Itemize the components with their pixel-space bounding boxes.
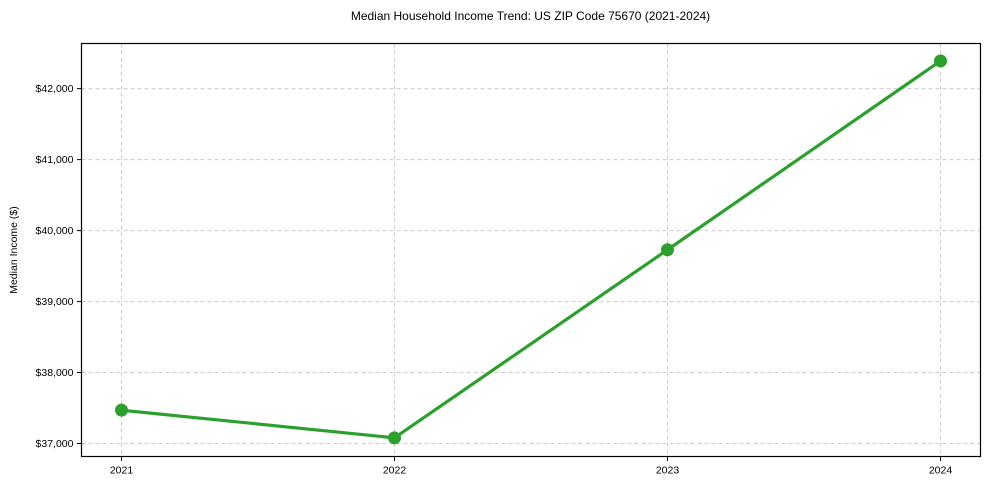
y-tick-label: $41,000 xyxy=(36,154,74,166)
y-tick-label: $40,000 xyxy=(36,225,74,237)
plot-border xyxy=(80,42,982,458)
data-point-2023 xyxy=(661,243,674,257)
data-point-2021 xyxy=(115,403,128,417)
data-point-2024 xyxy=(934,54,947,68)
y-tick-label: $37,000 xyxy=(36,438,74,450)
x-tick-label: 2022 xyxy=(383,465,407,477)
x-tick-label: 2021 xyxy=(110,465,134,477)
y-tick-label: $39,000 xyxy=(36,296,74,308)
y-axis-label: Median Income ($) xyxy=(8,206,20,294)
x-tick-label: 2024 xyxy=(929,465,953,477)
data-point-2022 xyxy=(388,431,401,445)
trend-line xyxy=(119,59,943,440)
y-tick-label: $42,000 xyxy=(36,83,74,95)
chart-title: Median Household Income Trend: US ZIP Co… xyxy=(350,9,711,23)
x-tick-label: 2023 xyxy=(656,465,680,477)
y-tick-label: $38,000 xyxy=(36,367,74,379)
